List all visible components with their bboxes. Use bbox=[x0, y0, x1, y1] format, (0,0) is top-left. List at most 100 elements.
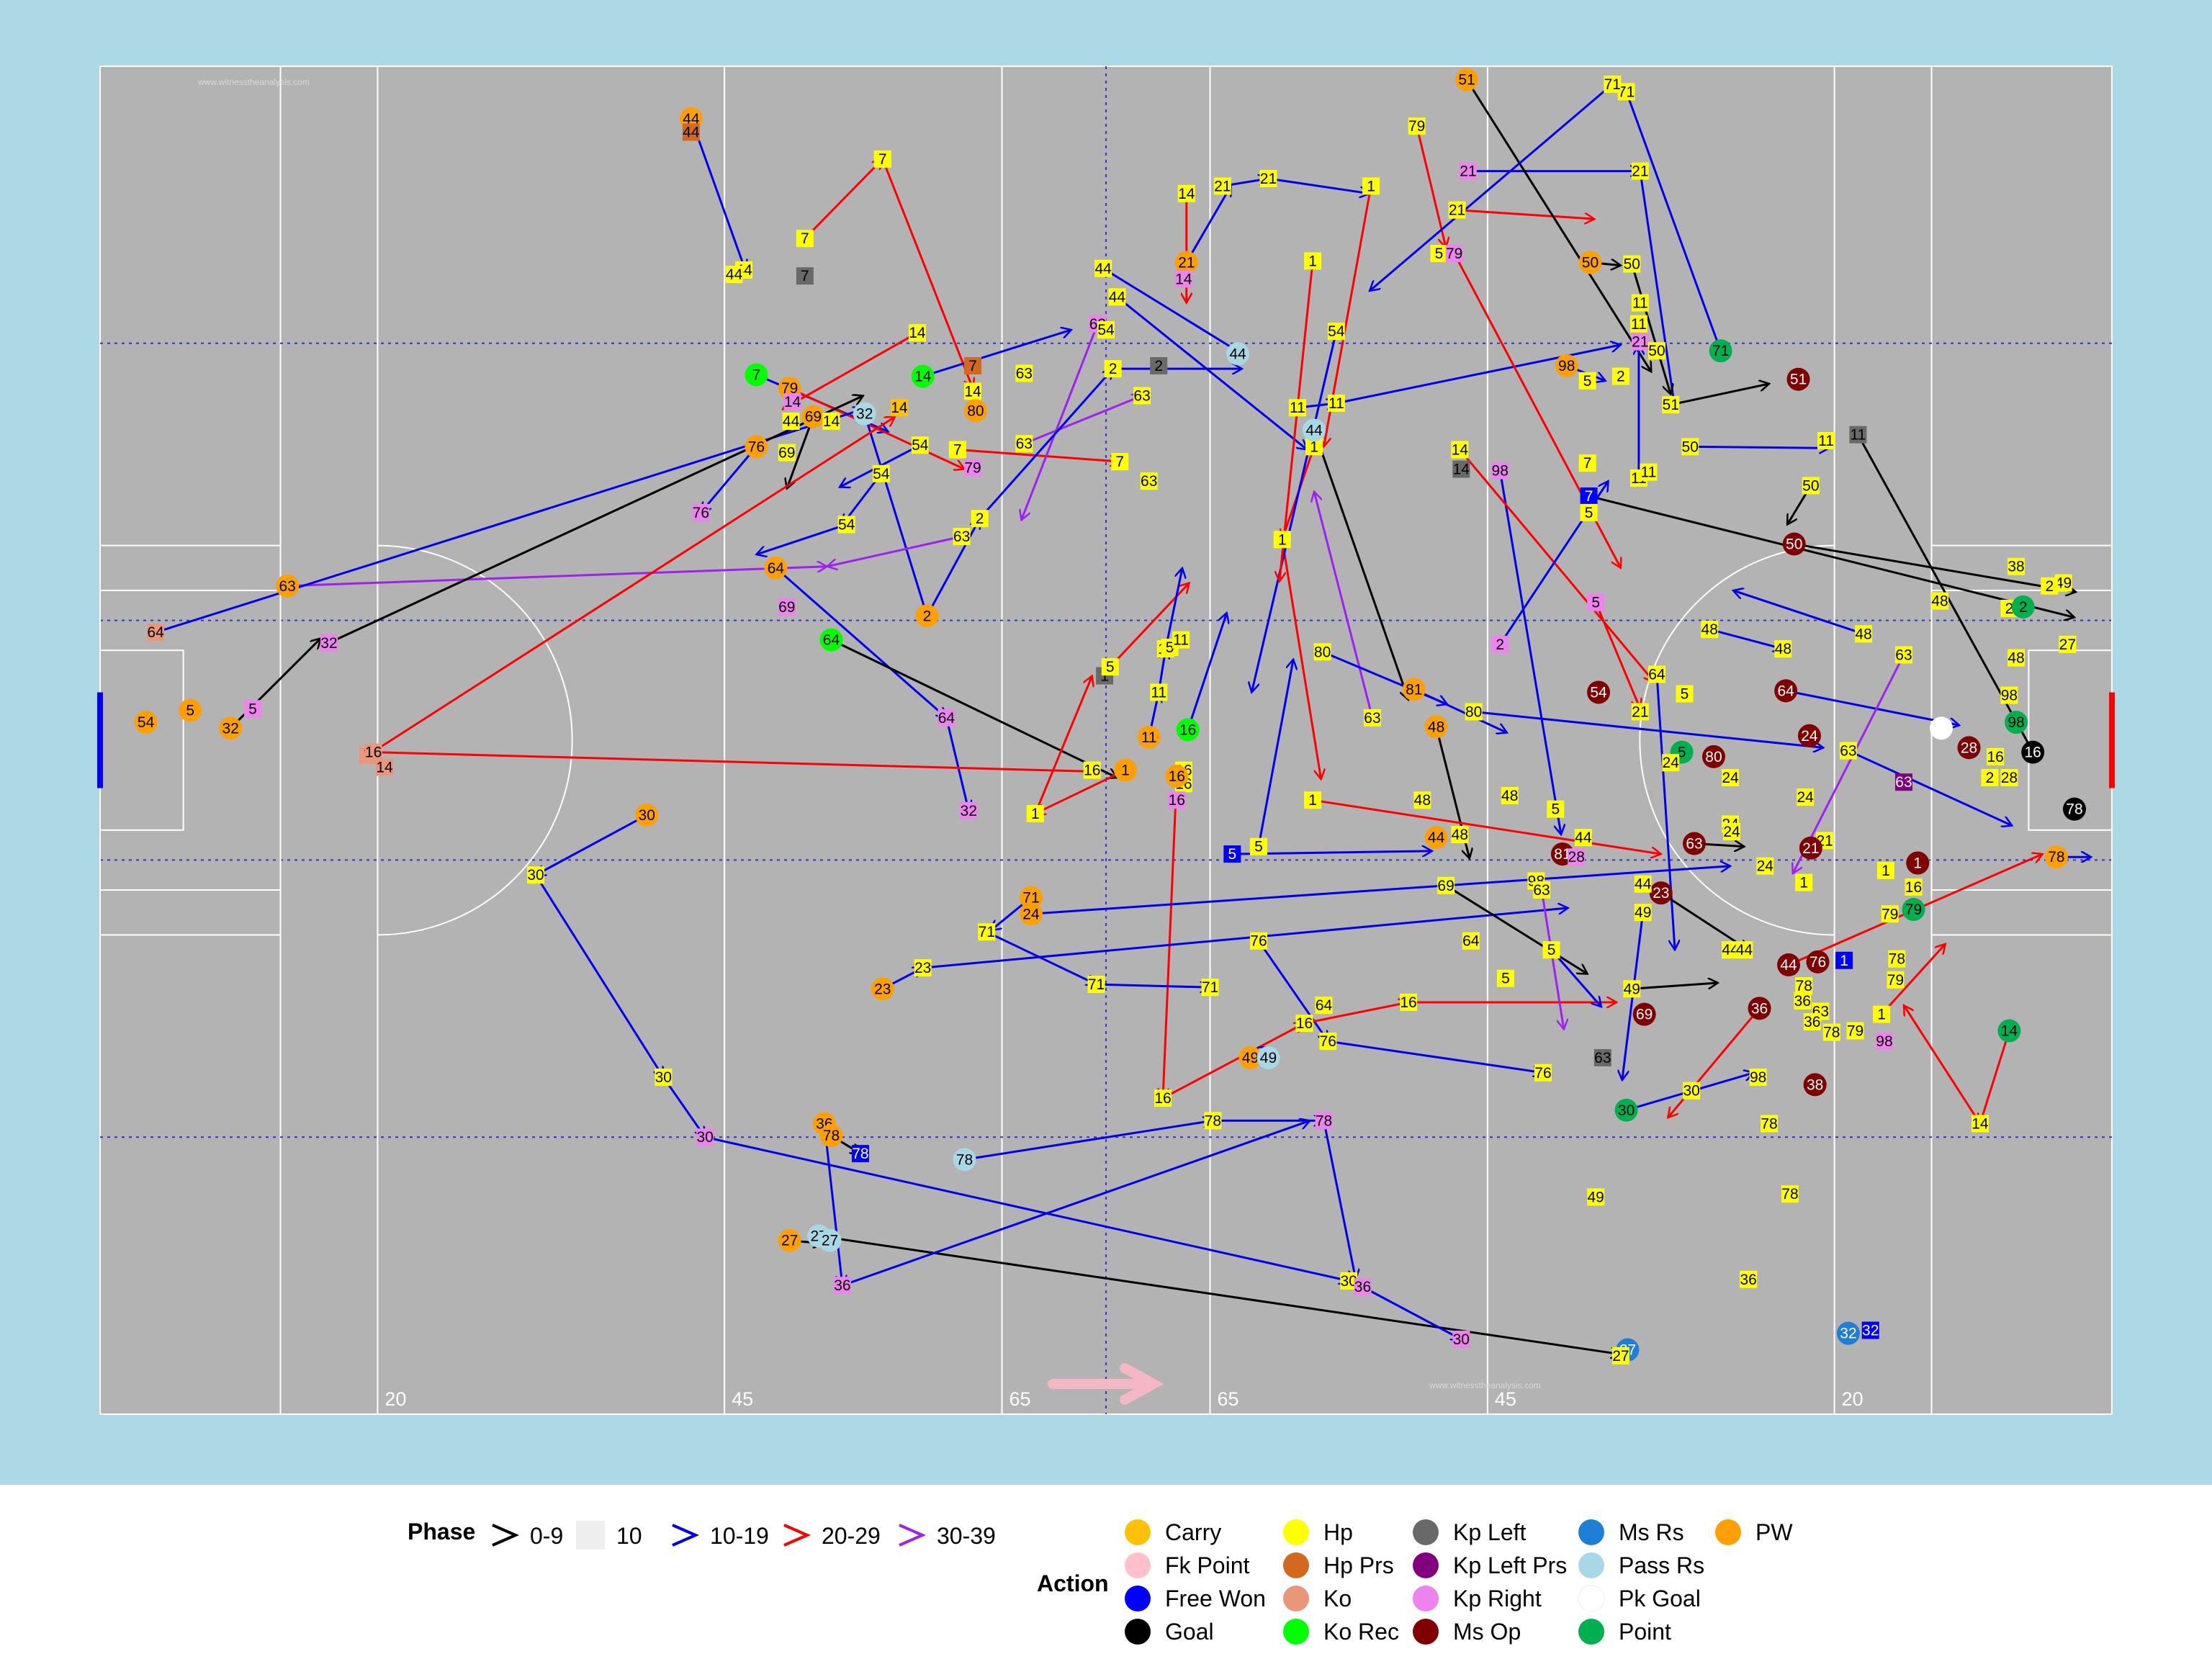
event-label: 32 bbox=[1862, 1323, 1879, 1339]
event-label: 54 bbox=[1097, 322, 1115, 338]
event-marker bbox=[1578, 372, 1596, 390]
event-marker bbox=[1580, 503, 1598, 521]
event-marker bbox=[1905, 878, 1923, 896]
event-label: 1 bbox=[1799, 875, 1808, 891]
event-label: 5 bbox=[1591, 595, 1600, 611]
event-marker bbox=[1249, 932, 1267, 950]
event-marker bbox=[320, 634, 338, 652]
action-legend-label: Pass Rs bbox=[1619, 1552, 1704, 1578]
event-label: 5 bbox=[1681, 686, 1689, 703]
event-label: 79 bbox=[1905, 902, 1922, 918]
event-arrow bbox=[1336, 345, 1621, 405]
phase-legend-label: 30-39 bbox=[937, 1523, 996, 1549]
event-marker bbox=[1676, 685, 1694, 703]
event-marker bbox=[1875, 1033, 1893, 1051]
event-marker bbox=[1723, 822, 1741, 840]
event-label: 1 bbox=[1881, 863, 1890, 879]
event-label: 71 bbox=[979, 924, 995, 940]
event-label: 7 bbox=[801, 230, 809, 247]
event-arrow bbox=[787, 416, 814, 489]
event-marker bbox=[1647, 665, 1665, 683]
event-arrow bbox=[1312, 799, 1661, 854]
distance-label: 45 bbox=[1495, 1388, 1516, 1410]
event-label: 5 bbox=[1106, 659, 1115, 675]
event-label: 80 bbox=[1314, 644, 1331, 660]
event-marker bbox=[1647, 342, 1665, 360]
action-legend-key bbox=[1578, 1552, 1604, 1578]
event-label: 14 bbox=[964, 383, 981, 400]
event-marker bbox=[1437, 876, 1455, 894]
event-marker bbox=[243, 700, 261, 718]
event-label: 81 bbox=[1554, 846, 1570, 863]
event-marker bbox=[1929, 716, 1953, 740]
event-marker bbox=[1445, 245, 1463, 262]
arc-left bbox=[377, 544, 573, 936]
event-marker bbox=[1295, 1015, 1313, 1033]
event-marker bbox=[1774, 640, 1792, 658]
action-legend-label: Hp bbox=[1323, 1519, 1353, 1545]
event-marker bbox=[833, 1277, 851, 1295]
event-arrow bbox=[1498, 470, 1561, 835]
watermark-top: www.witnesstheanalysis.com bbox=[197, 77, 310, 87]
event-arrow bbox=[1102, 267, 1242, 354]
event-label: 50 bbox=[1582, 254, 1599, 271]
event-marker bbox=[1165, 764, 1189, 788]
event-label: 79 bbox=[1881, 906, 1898, 922]
event-label: 24 bbox=[1663, 755, 1680, 771]
event-marker bbox=[725, 266, 743, 284]
event-arrow bbox=[287, 567, 827, 588]
event-label: 71 bbox=[1712, 343, 1729, 359]
event-label: 11 bbox=[1173, 632, 1189, 649]
event-marker bbox=[1873, 1005, 1891, 1023]
event-label: 14 bbox=[1972, 1115, 1989, 1132]
event-arrow bbox=[1162, 1023, 1305, 1100]
event-label: 64 bbox=[768, 560, 785, 577]
event-arrow bbox=[830, 639, 1117, 778]
event-label: 80 bbox=[1465, 703, 1482, 720]
event-arrow bbox=[1540, 889, 1564, 1029]
event-label: 64 bbox=[1316, 997, 1333, 1014]
event-marker bbox=[1172, 631, 1190, 649]
event-label: 63 bbox=[1840, 743, 1856, 760]
action-legend-key bbox=[1578, 1619, 1604, 1645]
event-label: 36 bbox=[834, 1277, 850, 1294]
event-label: 5 bbox=[248, 701, 257, 717]
event-arrow bbox=[926, 518, 979, 617]
event-marker bbox=[179, 698, 202, 722]
action-legend-key bbox=[1283, 1586, 1309, 1611]
event-arrow bbox=[1096, 984, 1210, 987]
action-legend-key bbox=[1283, 1519, 1309, 1545]
event-marker bbox=[1496, 969, 1514, 987]
action-legend-key bbox=[1283, 1552, 1309, 1578]
event-marker bbox=[971, 510, 989, 528]
event-label: 79 bbox=[1408, 118, 1425, 135]
event-label: 50 bbox=[1624, 256, 1640, 273]
event-label: 44 bbox=[1736, 942, 1753, 958]
event-arrow bbox=[1257, 940, 1328, 1041]
event-marker bbox=[1547, 800, 1565, 818]
event-marker bbox=[1019, 902, 1043, 926]
event-label: 63 bbox=[1686, 836, 1702, 853]
event-marker bbox=[1806, 950, 1830, 974]
event-marker bbox=[1015, 364, 1033, 382]
event-arrow bbox=[1304, 1002, 1409, 1025]
event-marker bbox=[837, 516, 855, 534]
event-arrow bbox=[1281, 539, 1321, 779]
event-marker bbox=[1611, 367, 1629, 385]
event-label: 2 bbox=[1109, 361, 1118, 377]
event-marker bbox=[1781, 1185, 1799, 1203]
event-label: 71 bbox=[1088, 976, 1105, 993]
event-arrow bbox=[1164, 568, 1182, 649]
event-label: 2 bbox=[976, 511, 984, 527]
action-legend-label: Kp Left bbox=[1453, 1519, 1527, 1545]
event-label: 50 bbox=[1682, 439, 1699, 455]
event-label: 44 bbox=[1635, 876, 1652, 893]
event-label: 44 bbox=[1109, 289, 1126, 305]
event-marker bbox=[911, 364, 935, 388]
event-label: 63 bbox=[1364, 710, 1380, 727]
event-label: 51 bbox=[1790, 372, 1807, 388]
event-label: 98 bbox=[2008, 714, 2024, 731]
event-label: 76 bbox=[1320, 1033, 1336, 1050]
event-arrow bbox=[1904, 1005, 1982, 1125]
event-marker bbox=[2062, 797, 2086, 821]
